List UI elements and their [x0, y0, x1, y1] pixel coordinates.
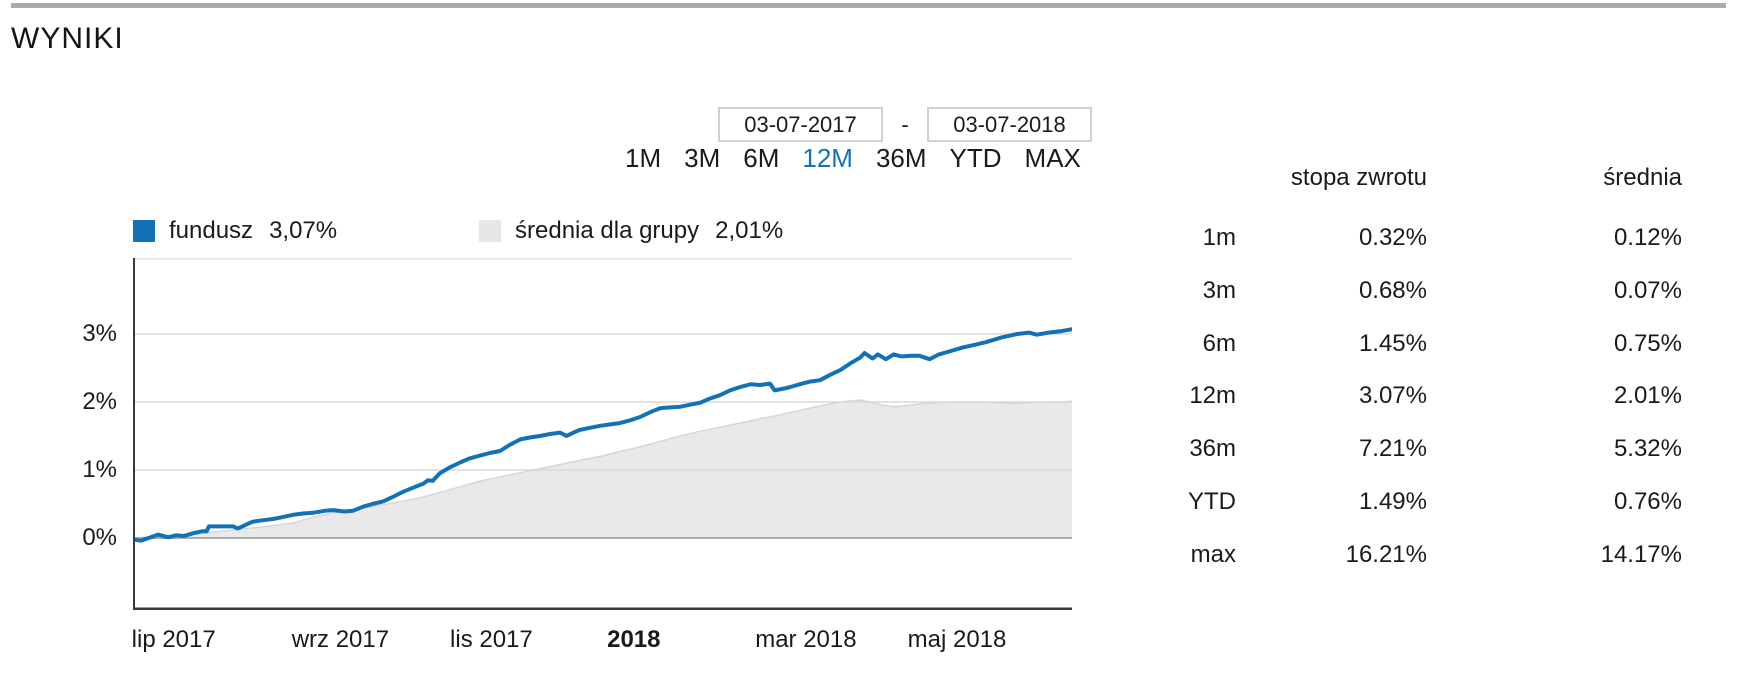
x-axis-label-lis-2017: lis 2017: [450, 626, 533, 653]
period-option-12m[interactable]: 12M: [802, 143, 853, 173]
legend-item-srednia: średnia dla grupy 2,01%: [479, 217, 783, 245]
x-axis-label-wrz-2017: wrz 2017: [291, 626, 390, 653]
period-label: 36m: [1189, 435, 1236, 463]
header-stopa-zwrotu: stopa zwrotu: [1290, 164, 1427, 191]
legend-value: 3,07%: [269, 217, 338, 244]
srednia-value: 0.76%: [1613, 488, 1682, 515]
table-header-row: stopa zwrotu średnia: [1150, 163, 1682, 193]
x-axis-label-mar-2018: mar 2018: [755, 626, 857, 653]
srednia-value: 0.07%: [1613, 276, 1682, 304]
srednia-value: 2.01%: [1613, 382, 1682, 410]
period-label: 6m: [1202, 329, 1236, 357]
stopa-zwrotu-value: 16.21%: [1345, 540, 1427, 568]
header-srednia: średnia: [1603, 164, 1682, 191]
legend-value: 2,01%: [715, 217, 784, 244]
date-range-separator: -: [901, 111, 909, 137]
legend-label: średnia dla grupy: [515, 217, 700, 244]
period-option-3m[interactable]: 3M: [684, 143, 721, 173]
table-row-3m: 3m 0.68% 0.07%: [1150, 276, 1682, 306]
srednia-value: 0.75%: [1613, 329, 1682, 357]
y-axis-label-1%: 1%: [82, 456, 117, 483]
period-option-max[interactable]: MAX: [1024, 143, 1081, 173]
period-option-6m[interactable]: 6M: [743, 143, 780, 173]
stopa-zwrotu-value: 1.45%: [1358, 329, 1427, 357]
y-axis-label-2%: 2%: [82, 388, 117, 415]
srednia-value: 0.12%: [1613, 224, 1682, 251]
srednia-area: [133, 400, 1072, 538]
y-axis-label-0%: 0%: [82, 524, 117, 551]
srednia-value: 5.32%: [1613, 435, 1682, 463]
x-axis-label-maj-2018: maj 2018: [907, 626, 1007, 653]
legend-item-fundusz: fundusz 3,07%: [133, 217, 337, 245]
performance-chart[interactable]: [131, 258, 1074, 611]
chart-plot[interactable]: [131, 258, 1074, 611]
srednia-value: 14.17%: [1600, 540, 1682, 568]
x-axis-label-2018: 2018: [607, 626, 661, 653]
legend-swatch-icon: [133, 220, 155, 242]
date-range: 03-07-2017 - 03-07-2018: [718, 107, 1092, 142]
period-label: 12m: [1189, 382, 1236, 410]
date-to-input[interactable]: 03-07-2018: [927, 107, 1092, 142]
period-label: max: [1190, 540, 1236, 568]
y-axis-label-3%: 3%: [82, 320, 117, 347]
stopa-zwrotu-value: 1.49%: [1358, 488, 1427, 515]
stopa-zwrotu-value: 0.68%: [1358, 276, 1427, 304]
stopa-zwrotu-value: 0.32%: [1358, 224, 1427, 251]
table-row-12m: 12m 3.07% 2.01%: [1150, 381, 1682, 411]
legend-swatch-icon: [479, 220, 501, 242]
x-axis-label-lip-2017: lip 2017: [131, 626, 216, 653]
period-label: 1m: [1202, 224, 1236, 251]
period-label: 3m: [1202, 276, 1236, 304]
chart-legend: fundusz 3,07% średnia dla grupy 2,01%: [133, 217, 833, 245]
fundusz-line: [131, 327, 1074, 543]
top-divider: [11, 3, 1726, 8]
table-row-36m: 36m 7.21% 5.32%: [1150, 434, 1682, 464]
period-option-ytd[interactable]: YTD: [949, 143, 1002, 173]
stopa-zwrotu-value: 7.21%: [1358, 435, 1427, 463]
period-selector: 1M 3M 6M 12M 36M YTD MAX: [625, 143, 1081, 174]
table-row-max: max 16.21% 14.17%: [1150, 540, 1682, 570]
period-label: YTD: [1188, 488, 1236, 515]
table-row-ytd: YTD 1.49% 0.76%: [1150, 487, 1682, 517]
table-row-1m: 1m 0.32% 0.12%: [1150, 223, 1682, 253]
period-option-36m[interactable]: 36M: [875, 143, 927, 173]
stopa-zwrotu-value: 3.07%: [1358, 382, 1427, 410]
date-from-input[interactable]: 03-07-2017: [718, 107, 883, 142]
page-title: WYNIKI: [11, 22, 124, 55]
legend-label: fundusz: [169, 217, 254, 244]
table-row-6m: 6m 1.45% 0.75%: [1150, 329, 1682, 359]
header-spacer: [1150, 163, 1236, 193]
period-option-1m[interactable]: 1M: [625, 143, 662, 173]
